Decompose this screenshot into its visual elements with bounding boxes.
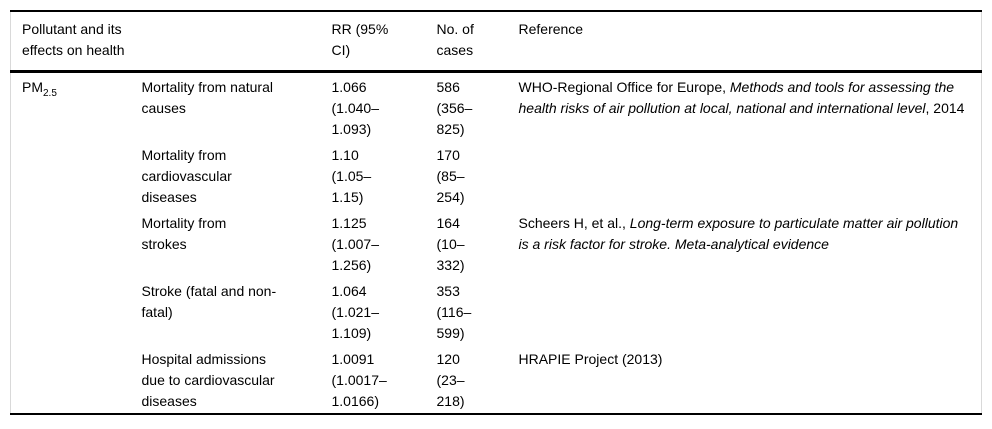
table-row: Hospital admissions due to cardiovascula… — [11, 345, 982, 414]
table-container: Pollutant and its effects on health RR (… — [10, 10, 982, 415]
pollutant-effects-table: Pollutant and its effects on health RR (… — [10, 10, 982, 415]
header-pollutant: Pollutant and its effects on health — [10, 11, 142, 73]
pollutant-subscript: 2.5 — [43, 88, 57, 99]
header-row: Pollutant and its effects on health RR (… — [10, 11, 982, 73]
rr-cell: 1.10 (1.05– 1.15) — [331, 147, 372, 205]
header-effect — [141, 11, 332, 73]
effect-cell: Mortality from natural causes — [141, 79, 273, 116]
cases-cell: 353 (116– 599) — [436, 283, 472, 341]
reference-text: WHO-Regional Office for Europe, — [518, 79, 730, 95]
table-row: Mortality from cardiovascular diseases 1… — [11, 141, 982, 209]
rr-cell: 1.125 (1.007– 1.256) — [331, 215, 379, 273]
header-reference: Reference — [518, 11, 982, 73]
effect-cell: Hospital admissions due to cardiovascula… — [141, 351, 275, 409]
table-row: Stroke (fatal and non- fatal) 1.064 (1.0… — [11, 277, 982, 345]
table-row: Mortality from strokes 1.125 (1.007– 1.2… — [11, 209, 982, 277]
effect-cell: Stroke (fatal and non- fatal) — [141, 283, 277, 320]
reference-cell — [519, 277, 982, 345]
reference-cell — [519, 141, 982, 209]
cases-cell: 120 (23– 218) — [436, 351, 465, 409]
reference-cell: WHO-Regional Office for Europe, Methods … — [519, 72, 982, 142]
pollutant-label: PM — [22, 79, 43, 95]
effect-cell: Mortality from cardiovascular diseases — [141, 147, 232, 205]
reference-text: HRAPIE Project (2013) — [518, 351, 663, 367]
reference-italic-title: Methods and tools for assessing the heal… — [518, 79, 955, 116]
rr-cell: 1.0091 (1.0017– 1.0166) — [331, 351, 387, 409]
reference-cell: HRAPIE Project (2013) — [519, 345, 982, 414]
reference-text: Scheers H, et al., — [518, 215, 630, 231]
rr-cell: 1.064 (1.021– 1.109) — [331, 283, 379, 341]
effect-cell: Mortality from strokes — [141, 215, 227, 252]
cases-cell: 586 (356– 825) — [436, 79, 473, 137]
table-row: PM2.5 Mortality from natural causes 1.06… — [11, 72, 982, 142]
table-header: Pollutant and its effects on health RR (… — [10, 11, 982, 73]
reference-italic-title: Long-term exposure to particulate matter… — [518, 215, 959, 252]
pollutant-cell: PM2.5 — [11, 72, 142, 415]
table-body: PM2.5 Mortality from natural causes 1.06… — [11, 72, 982, 415]
cases-cell: 164 (10– 332) — [436, 215, 465, 273]
header-rr: RR (95% CI) — [331, 11, 437, 73]
cases-cell: 170 (85– 254) — [436, 147, 465, 205]
reference-cell: Scheers H, et al., Long-term exposure to… — [519, 209, 982, 277]
reference-text: , 2014 — [925, 100, 965, 116]
rr-cell: 1.066 (1.040– 1.093) — [331, 79, 379, 137]
header-cases: No. of cases — [436, 11, 519, 73]
